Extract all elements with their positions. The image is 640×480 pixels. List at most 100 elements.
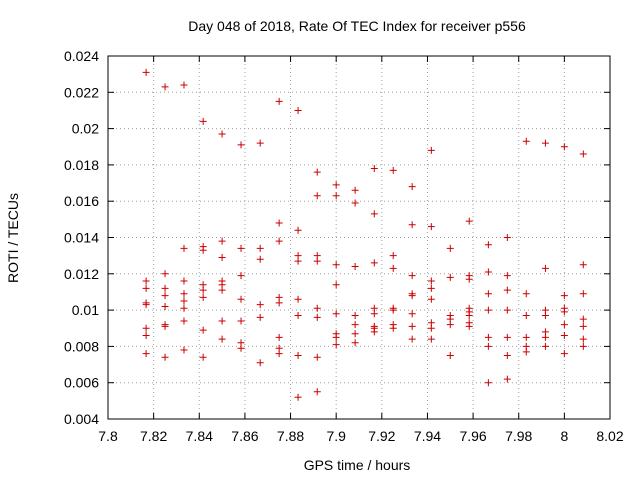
data-point-marker bbox=[256, 244, 264, 252]
data-point-marker bbox=[294, 312, 302, 320]
data-point-marker bbox=[522, 312, 530, 320]
data-point-marker bbox=[142, 332, 150, 340]
x-tick-label: 8 bbox=[560, 428, 568, 444]
data-point-marker bbox=[199, 293, 207, 301]
data-point-marker bbox=[256, 359, 264, 367]
y-tick-label: 0.008 bbox=[64, 338, 99, 354]
x-tick-label: 7.88 bbox=[277, 428, 304, 444]
x-tick-label: 7.92 bbox=[368, 428, 395, 444]
data-point-marker bbox=[161, 284, 169, 292]
data-point-marker bbox=[541, 264, 549, 272]
y-tick-label: 0.012 bbox=[64, 266, 99, 282]
data-point-marker bbox=[180, 277, 188, 285]
data-point-marker bbox=[199, 353, 207, 361]
data-point-marker bbox=[370, 259, 378, 267]
data-point-marker bbox=[351, 186, 359, 194]
data-point-marker bbox=[294, 226, 302, 234]
y-axis-label: ROTI / TECUs bbox=[5, 193, 21, 283]
data-point-marker bbox=[180, 81, 188, 89]
y-tick-label: 0.006 bbox=[64, 375, 99, 391]
data-point-marker bbox=[199, 117, 207, 125]
data-point-marker bbox=[161, 302, 169, 310]
data-point-marker bbox=[332, 310, 340, 318]
data-point-marker bbox=[237, 244, 245, 252]
data-point-marker bbox=[294, 295, 302, 303]
x-tick-label: 7.84 bbox=[186, 428, 213, 444]
data-point-marker bbox=[408, 272, 416, 280]
data-point-marker bbox=[218, 130, 226, 138]
data-point-marker bbox=[503, 286, 511, 294]
data-point-marker bbox=[351, 330, 359, 338]
data-point-marker bbox=[522, 348, 530, 356]
data-point-marker bbox=[560, 143, 568, 151]
data-point-marker bbox=[313, 388, 321, 396]
data-point-marker bbox=[389, 252, 397, 260]
y-tick-label: 0.004 bbox=[64, 411, 99, 427]
data-point-marker bbox=[256, 255, 264, 263]
y-tick-label: 0.016 bbox=[64, 193, 99, 209]
data-point-marker bbox=[294, 393, 302, 401]
data-point-marker bbox=[389, 264, 397, 272]
data-point-marker bbox=[313, 313, 321, 321]
data-point-marker bbox=[408, 322, 416, 330]
x-tick-label: 7.86 bbox=[231, 428, 258, 444]
data-point-marker bbox=[579, 290, 587, 298]
data-point-marker bbox=[294, 106, 302, 114]
data-point-marker bbox=[332, 281, 340, 289]
x-tick-label: 7.8 bbox=[98, 428, 118, 444]
data-point-marker bbox=[408, 292, 416, 300]
x-tick-label: 7.96 bbox=[459, 428, 486, 444]
y-tick-label: 0.024 bbox=[64, 48, 99, 64]
data-point-marker bbox=[332, 261, 340, 269]
data-point-marker bbox=[199, 246, 207, 254]
data-point-marker bbox=[484, 379, 492, 387]
data-point-marker bbox=[332, 192, 340, 200]
data-point-marker bbox=[313, 192, 321, 200]
data-point-marker bbox=[275, 237, 283, 245]
data-point-marker bbox=[522, 137, 530, 145]
grid-lines bbox=[108, 56, 610, 419]
data-point-marker bbox=[579, 322, 587, 330]
x-axis: 7.8 7.82 7.84 7.86 7.88 7.9 7.92 7.94 7.96 7.98 8 8… bbox=[98, 56, 624, 444]
data-point-marker bbox=[256, 139, 264, 147]
data-point-marker bbox=[142, 350, 150, 358]
data-point-marker bbox=[275, 97, 283, 105]
data-point-marker bbox=[484, 342, 492, 350]
data-point-marker bbox=[484, 241, 492, 249]
x-tick-label: 7.9 bbox=[326, 428, 346, 444]
x-axis-label: GPS time / hours bbox=[304, 457, 411, 473]
data-point-marker bbox=[484, 333, 492, 341]
data-point-marker bbox=[313, 304, 321, 312]
data-point-marker bbox=[142, 68, 150, 76]
data-point-marker bbox=[142, 324, 150, 332]
x-tick-label: 8.02 bbox=[596, 428, 623, 444]
data-point-marker bbox=[180, 244, 188, 252]
y-axis: 0.004 0.006 0.008 0.01 0.012 0.014 0.016 0.018 0… bbox=[64, 48, 610, 427]
data-point-marker bbox=[446, 273, 454, 281]
data-point-marker bbox=[427, 335, 435, 343]
data-point-marker bbox=[161, 322, 169, 330]
data-point-marker bbox=[332, 341, 340, 349]
data-point-marker bbox=[484, 306, 492, 314]
data-point-marker bbox=[465, 217, 473, 225]
data-point-marker bbox=[199, 326, 207, 334]
y-tick-label: 0.014 bbox=[64, 230, 99, 246]
data-point-marker bbox=[142, 277, 150, 285]
data-point-marker bbox=[560, 308, 568, 316]
data-point-marker bbox=[142, 284, 150, 292]
data-point-marker bbox=[541, 342, 549, 350]
data-point-marker bbox=[579, 335, 587, 343]
data-point-marker bbox=[503, 375, 511, 383]
data-point-marker bbox=[484, 268, 492, 276]
data-point-marker bbox=[389, 166, 397, 174]
data-point-marker bbox=[427, 277, 435, 285]
plot-area-frame bbox=[107, 55, 611, 420]
data-point-marker bbox=[180, 317, 188, 325]
data-point-marker bbox=[180, 297, 188, 305]
data-point-marker bbox=[256, 301, 264, 309]
data-point-marker bbox=[237, 272, 245, 280]
data-point-marker bbox=[427, 284, 435, 292]
data-point-marker bbox=[180, 290, 188, 298]
data-point-marker bbox=[503, 351, 511, 359]
